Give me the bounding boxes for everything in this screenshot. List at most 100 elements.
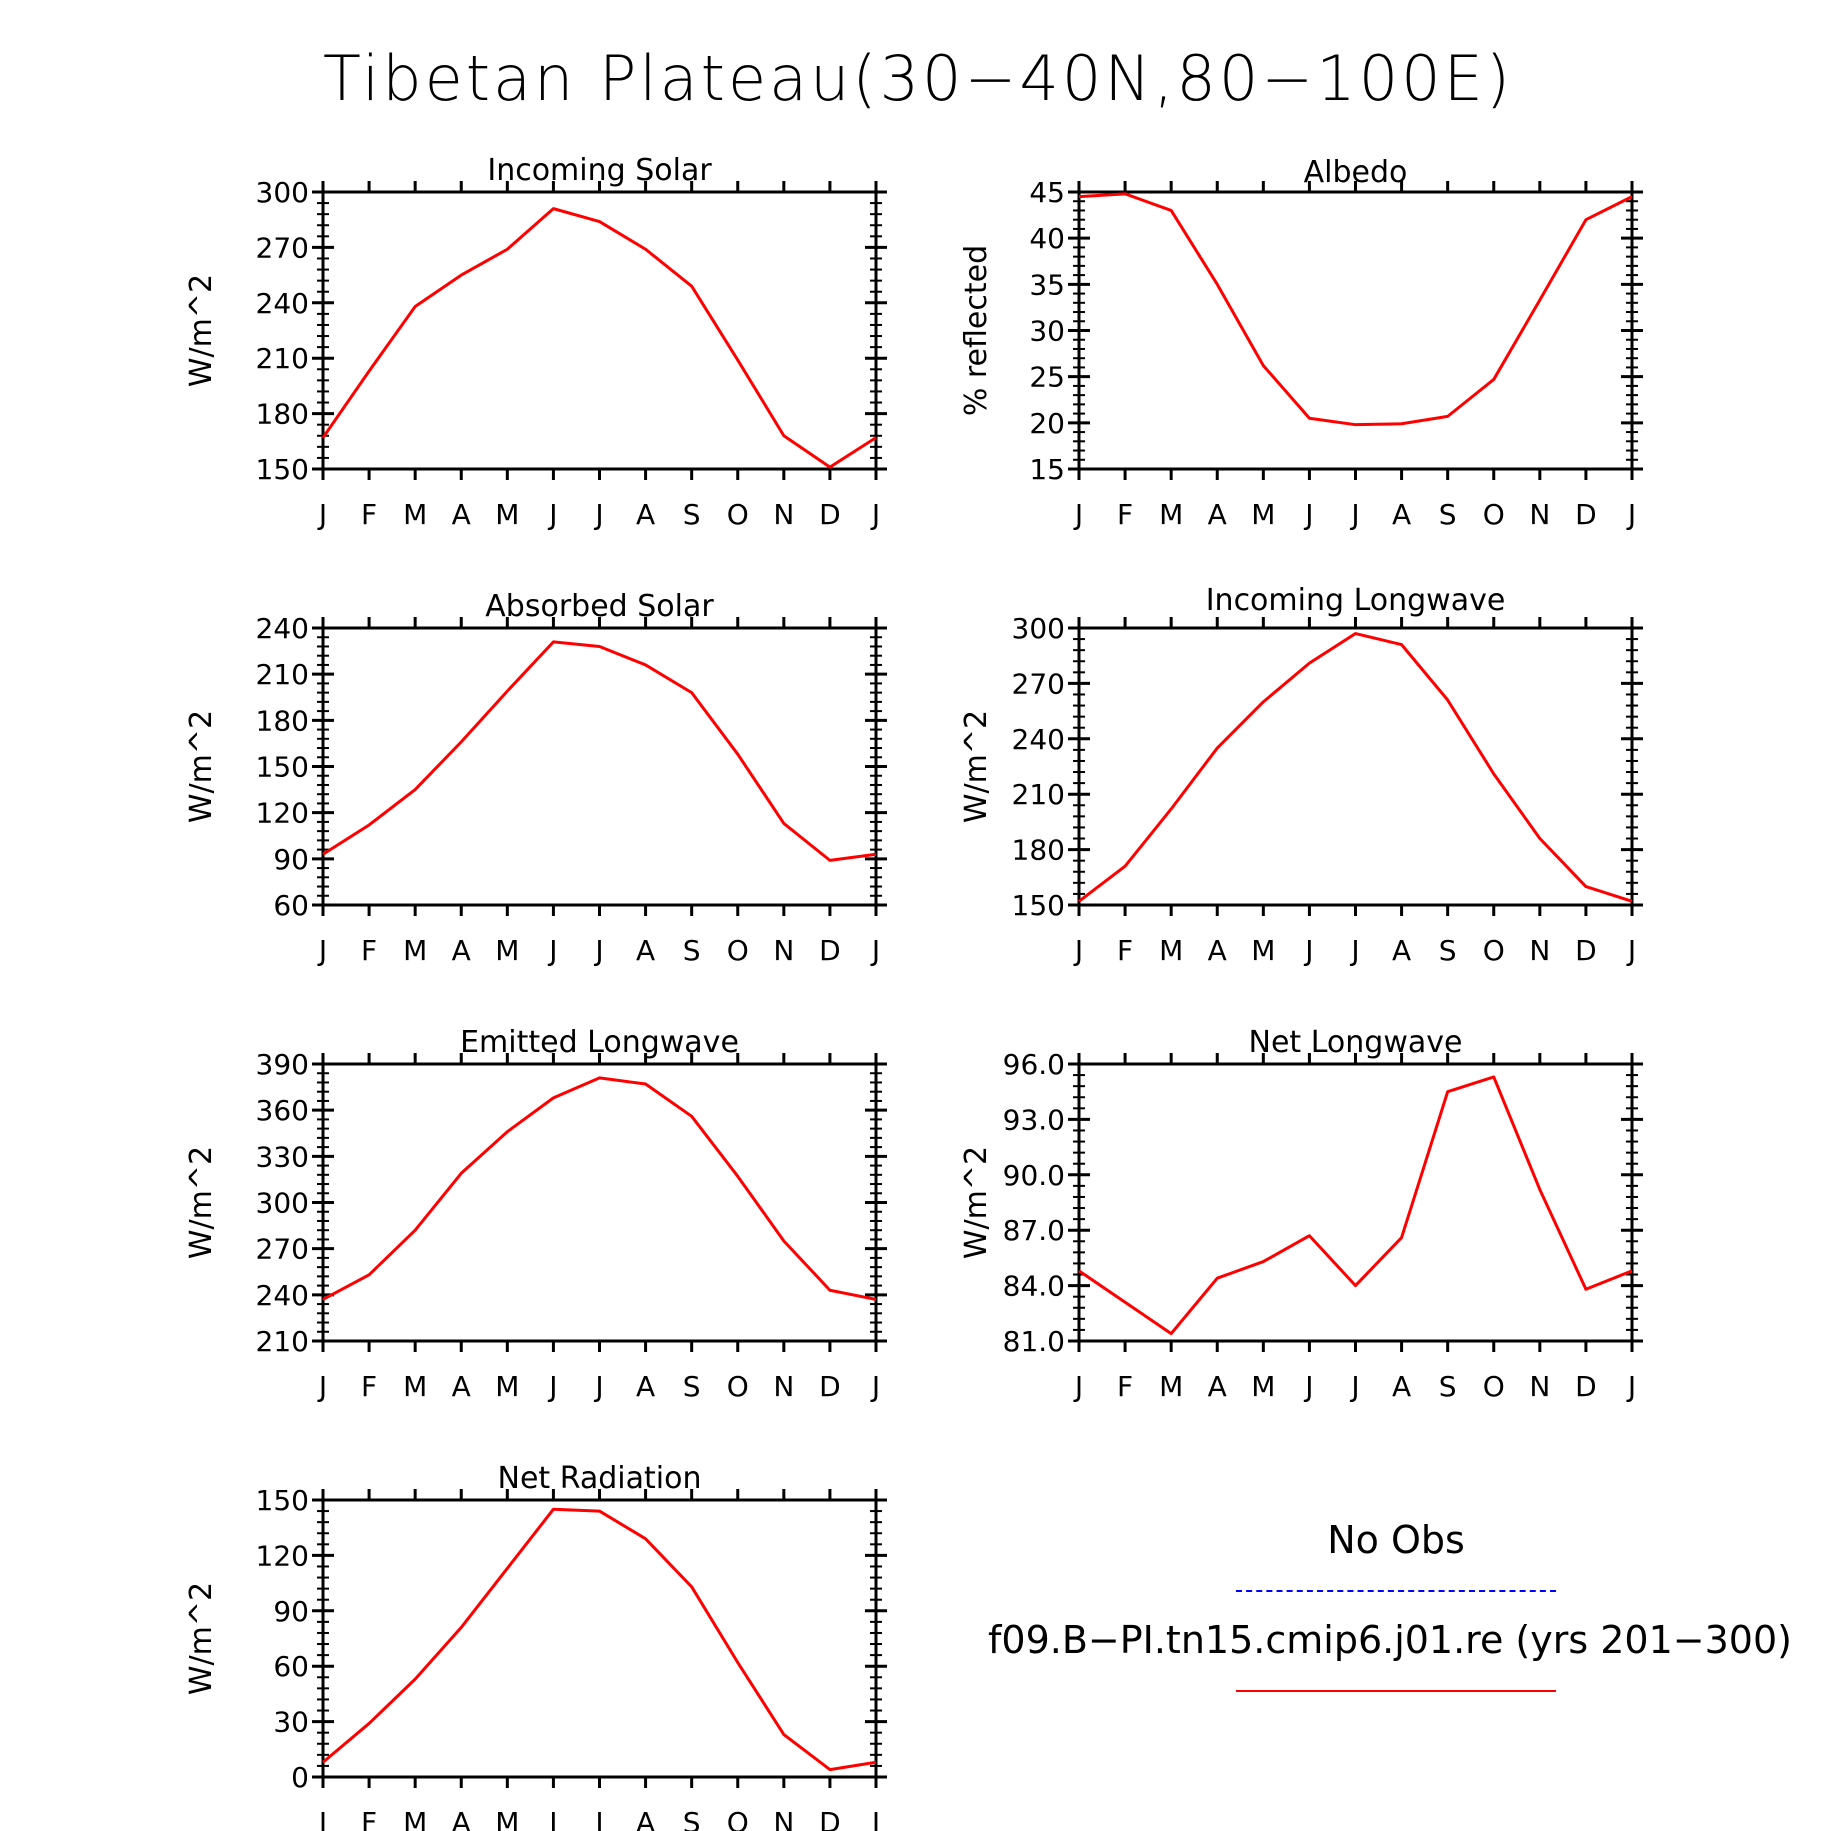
y-tick-label: 210 <box>1012 778 1065 811</box>
x-tick-label: S <box>683 1806 701 1831</box>
x-tick-label: S <box>683 1370 701 1403</box>
y-tick-label: 90.0 <box>1003 1159 1065 1192</box>
x-tick-label: A <box>636 934 655 967</box>
chart-panel: J F M A M J J A S O N D J150180210240270300Incoming … <box>959 583 1643 967</box>
series-line <box>321 207 877 469</box>
x-tick-label: J <box>1303 1370 1313 1403</box>
y-tick-label: 240 <box>256 287 309 320</box>
x-tick-label: J <box>1349 498 1359 531</box>
series-line <box>1078 1075 1633 1336</box>
y-axis-label: W/m^2 <box>959 710 994 823</box>
x-tick-label: A <box>1392 934 1411 967</box>
y-tick-label: 40 <box>1029 222 1065 255</box>
plot-frame <box>321 1498 878 1779</box>
x-tick-label: N <box>1529 498 1550 531</box>
plot-frame <box>1077 1062 1634 1343</box>
y-tick-label: 240 <box>1012 723 1065 756</box>
x-tick-label: A <box>1392 498 1411 531</box>
x-tick-label: A <box>1392 1370 1411 1403</box>
x-tick-label: D <box>819 1370 841 1403</box>
x-tick-label: J <box>1349 1370 1359 1403</box>
x-tick-label: J <box>870 1806 880 1831</box>
x-tick-label: O <box>1483 934 1505 967</box>
y-tick-label: 96.0 <box>1003 1048 1065 1081</box>
x-tick-label: S <box>1439 498 1457 531</box>
y-tick-label: 210 <box>256 342 309 375</box>
y-tick-label: 120 <box>256 1539 309 1572</box>
x-tick-label: N <box>773 1806 794 1831</box>
panel-title: Absorbed Solar <box>485 589 714 624</box>
x-tick-label: A <box>452 934 471 967</box>
y-tick-label: 20 <box>1029 407 1065 440</box>
x-tick-label: M <box>403 1370 427 1403</box>
plot-frame <box>1077 626 1634 907</box>
panel-title: Net Longwave <box>1249 1025 1463 1060</box>
x-tick-label: J <box>1073 934 1083 967</box>
y-tick-label: 270 <box>256 231 309 264</box>
y-axis-label: W/m^2 <box>959 1146 994 1259</box>
y-axis-label: % reflected <box>959 245 994 416</box>
x-tick-label: S <box>683 934 701 967</box>
panel-title: Incoming Longwave <box>1206 583 1506 618</box>
x-tick-label: D <box>819 498 841 531</box>
x-tick-label: J <box>870 498 880 531</box>
plot-frame <box>321 626 878 907</box>
x-tick-label: J <box>547 934 557 967</box>
x-tick-label: O <box>727 498 749 531</box>
y-tick-label: 30 <box>1029 315 1065 348</box>
y-tick-label: 270 <box>256 1233 309 1266</box>
plot-frame <box>321 1062 878 1343</box>
x-tick-label: D <box>1575 934 1597 967</box>
x-tick-label: F <box>1117 934 1133 967</box>
panel-title: Incoming Solar <box>487 153 712 188</box>
y-tick-label: 150 <box>256 1484 309 1517</box>
x-tick-label: M <box>1159 1370 1183 1403</box>
y-tick-label: 300 <box>256 1187 309 1220</box>
y-tick-label: 210 <box>256 658 309 691</box>
x-tick-label: M <box>1251 498 1275 531</box>
x-tick-label: J <box>870 1370 880 1403</box>
y-tick-label: 0 <box>291 1761 309 1794</box>
x-tick-label: M <box>403 934 427 967</box>
x-tick-label: J <box>1073 1370 1083 1403</box>
x-tick-label: F <box>1117 1370 1133 1403</box>
x-tick-label: J <box>1626 1370 1636 1403</box>
x-tick-label: N <box>1529 934 1550 967</box>
x-tick-label: F <box>361 1370 377 1403</box>
y-tick-label: 300 <box>1012 612 1065 645</box>
x-tick-label: J <box>593 1806 603 1831</box>
y-tick-label: 180 <box>256 398 309 431</box>
x-tick-label: J <box>1073 498 1083 531</box>
x-tick-label: S <box>1439 934 1457 967</box>
x-tick-label: S <box>1439 1370 1457 1403</box>
y-tick-label: 60 <box>273 1650 309 1683</box>
x-tick-label: F <box>361 498 377 531</box>
x-tick-label: A <box>1208 934 1227 967</box>
x-tick-label: O <box>727 1806 749 1831</box>
x-tick-label: N <box>773 1370 794 1403</box>
y-tick-label: 15 <box>1029 453 1065 486</box>
x-tick-label: M <box>403 1806 427 1831</box>
y-tick-label: 45 <box>1029 176 1065 209</box>
panel-title: Emitted Longwave <box>460 1025 739 1060</box>
x-tick-label: J <box>1303 934 1313 967</box>
y-axis-label: W/m^2 <box>184 1146 219 1259</box>
y-tick-label: 360 <box>256 1094 309 1127</box>
y-tick-label: 81.0 <box>1003 1325 1065 1358</box>
x-tick-label: A <box>636 1370 655 1403</box>
x-tick-label: J <box>317 934 327 967</box>
x-tick-label: A <box>636 498 655 531</box>
chart-panel: J F M A M J J A S O N D J210240270300330360390Emitte… <box>184 1025 887 1403</box>
x-tick-label: M <box>1159 934 1183 967</box>
y-tick-label: 210 <box>256 1325 309 1358</box>
x-tick-label: A <box>1208 1370 1227 1403</box>
x-tick-label: M <box>1251 934 1275 967</box>
y-tick-label: 25 <box>1029 361 1065 394</box>
y-tick-label: 270 <box>1012 667 1065 700</box>
x-tick-label: A <box>636 1806 655 1831</box>
x-tick-label: O <box>1483 1370 1505 1403</box>
y-tick-label: 30 <box>273 1706 309 1739</box>
